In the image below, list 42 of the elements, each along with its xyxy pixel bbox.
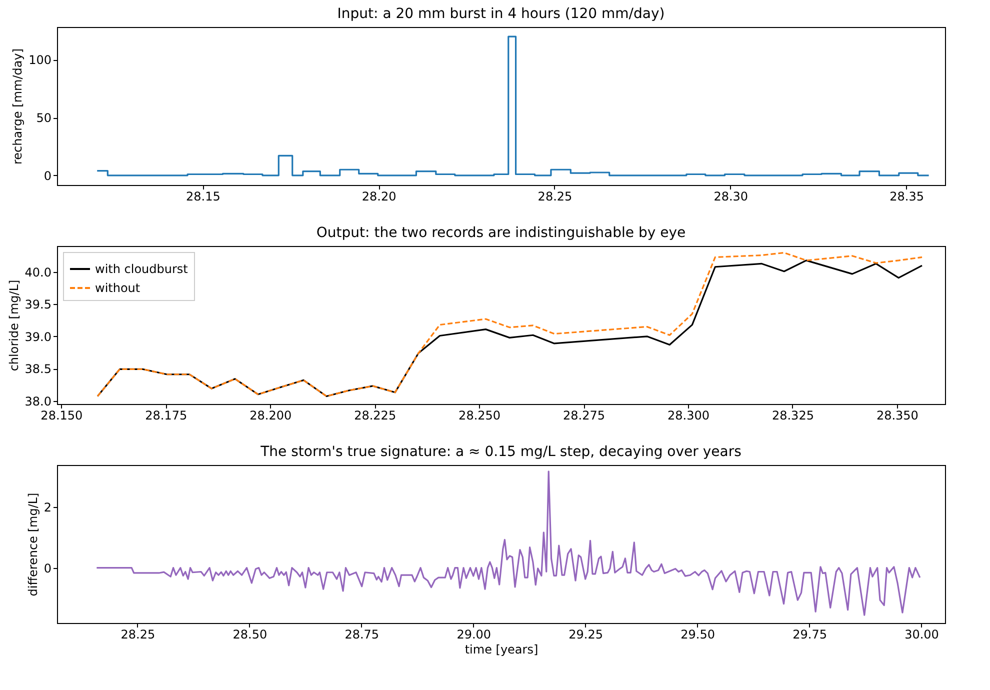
x-tick-label: 28.15 bbox=[186, 190, 220, 204]
legend-label: without bbox=[95, 281, 140, 295]
y-axis-title: recharge [mm/day] bbox=[10, 48, 25, 165]
y-tick-label: 40.0 bbox=[24, 266, 52, 280]
x-tick-label: 29.25 bbox=[568, 628, 604, 642]
x-tick-label: 28.25 bbox=[120, 628, 156, 642]
x-tick-label: 28.75 bbox=[344, 628, 380, 642]
chart-title: Output: the two records are indistinguishable by eye bbox=[316, 225, 686, 241]
y-tick-label: 38.5 bbox=[24, 362, 52, 376]
x-tick-label: 28.20 bbox=[362, 190, 396, 204]
y-tick-label: 39.5 bbox=[24, 298, 52, 312]
y-tick-label: 0 bbox=[44, 168, 52, 183]
x-axis-title: time [years] bbox=[464, 642, 538, 656]
x-tick-label: 28.350 bbox=[876, 408, 918, 422]
chart-title: The storm's true signature: a ≈ 0.15 mg/L step, decaying over years bbox=[260, 444, 742, 460]
x-tick-label: 28.325 bbox=[772, 408, 814, 422]
x-tick-label: 28.250 bbox=[458, 408, 501, 422]
x-tick-label: 28.200 bbox=[250, 408, 292, 422]
x-tick-label: 28.275 bbox=[563, 408, 606, 422]
y-tick-label: 100 bbox=[28, 53, 52, 68]
y-tick-label: 0 bbox=[44, 561, 52, 576]
x-tick-label: 28.35 bbox=[890, 190, 924, 204]
x-tick-label: 28.175 bbox=[145, 408, 188, 422]
x-tick-label: 29.00 bbox=[456, 628, 492, 642]
x-tick-label: 29.50 bbox=[680, 628, 715, 642]
chart-title: Input: a 20 mm burst in 4 hours (120 mm/day) bbox=[337, 6, 665, 22]
y-tick-label: 39.0 bbox=[24, 330, 52, 344]
x-tick-label: 29.75 bbox=[792, 628, 827, 642]
x-tick-label: 30.00 bbox=[904, 628, 939, 642]
y-axis-title: chloride [mg/L] bbox=[6, 280, 21, 372]
x-tick-label: 28.25 bbox=[538, 190, 572, 204]
x-tick-label: 28.225 bbox=[354, 408, 396, 422]
y-axis-title: difference [mg/L] bbox=[26, 492, 40, 596]
x-tick-label: 28.150 bbox=[40, 408, 83, 422]
y-tick-label: 2 bbox=[44, 500, 52, 514]
y-tick-label: 38.0 bbox=[24, 394, 52, 408]
legend-label: with cloudburst bbox=[95, 262, 188, 276]
y-tick-label: 50 bbox=[36, 111, 52, 126]
x-tick-label: 28.50 bbox=[232, 628, 268, 642]
x-tick-label: 28.30 bbox=[714, 190, 748, 204]
x-tick-label: 28.300 bbox=[668, 408, 710, 422]
line-series bbox=[96, 470, 921, 616]
